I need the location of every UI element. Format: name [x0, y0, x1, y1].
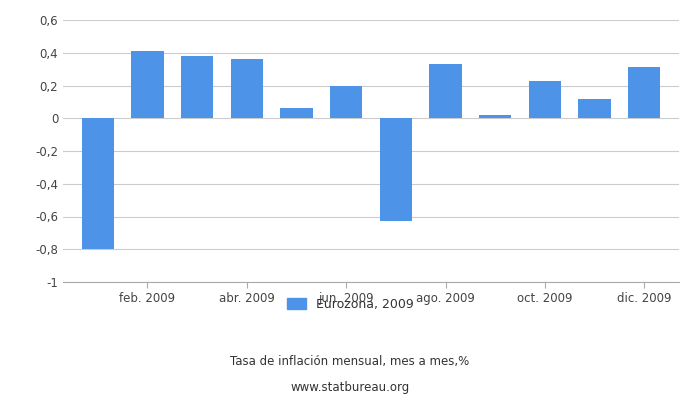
Bar — [280, 108, 313, 118]
Text: www.statbureau.org: www.statbureau.org — [290, 382, 410, 394]
Bar — [181, 56, 214, 118]
Bar — [82, 118, 114, 249]
Legend: Eurozona, 2009: Eurozona, 2009 — [281, 293, 419, 316]
Bar — [578, 99, 610, 118]
Bar — [429, 64, 462, 118]
Bar — [628, 68, 660, 118]
Bar — [479, 115, 511, 118]
Bar — [132, 51, 164, 118]
Text: Tasa de inflación mensual, mes a mes,%: Tasa de inflación mensual, mes a mes,% — [230, 356, 470, 368]
Bar — [528, 80, 561, 118]
Bar — [379, 118, 412, 222]
Bar — [231, 59, 263, 118]
Bar — [330, 86, 363, 118]
